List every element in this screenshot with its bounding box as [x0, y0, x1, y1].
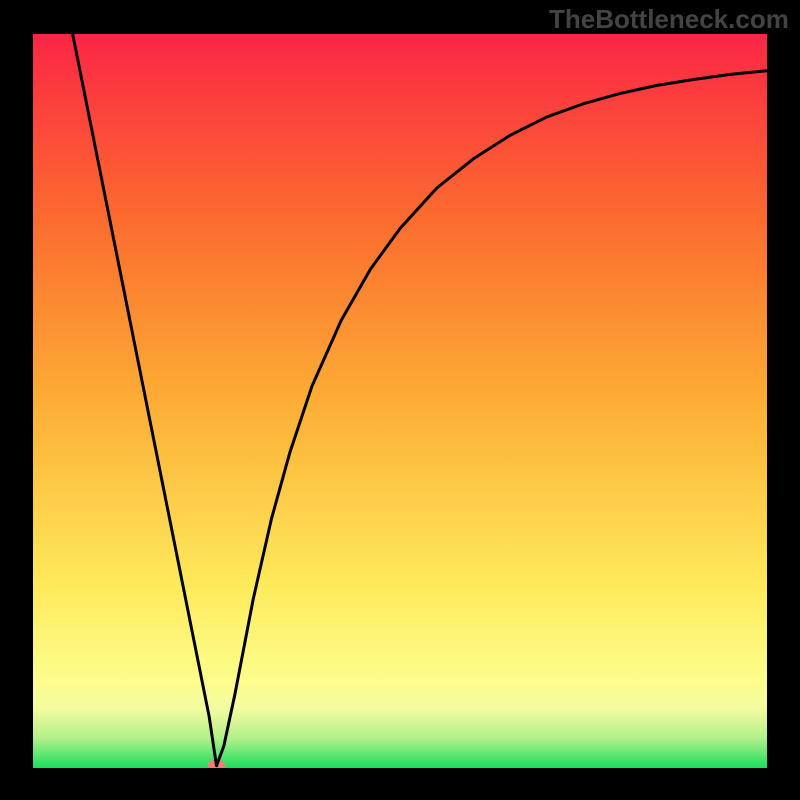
curve-path: [33, 0, 767, 766]
attribution-text[interactable]: TheBottleneck.com: [549, 4, 789, 35]
chart-frame: TheBottleneck.com: [0, 0, 800, 800]
bottleneck-curve: [0, 0, 800, 800]
